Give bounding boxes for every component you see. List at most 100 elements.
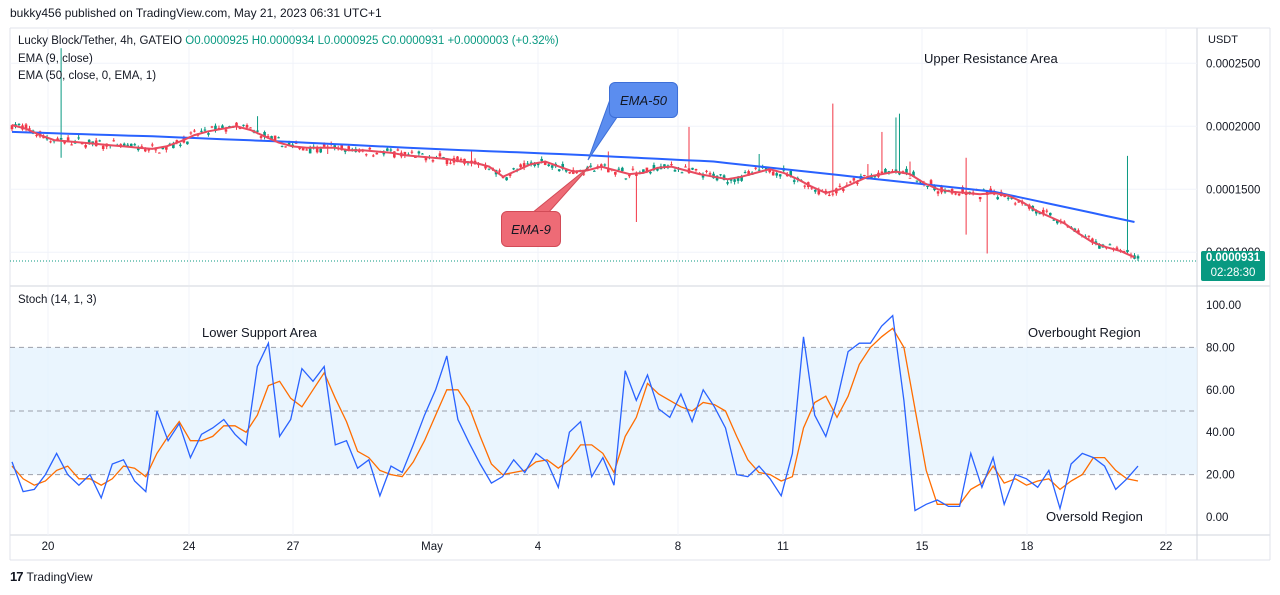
x-tick-label: 18 [1021,541,1034,553]
candle-body [747,171,750,176]
candle-body [56,138,59,140]
candle-body [961,187,964,193]
candle-body [484,165,487,169]
stoch-y-tick-label: 40.00 [1206,427,1235,439]
candle-body [912,171,915,177]
ema50-legend[interactable]: EMA (50, close, 0, EMA, 1) [18,70,157,82]
candle-body [424,157,428,161]
candle-body [129,143,133,147]
candle-body [1052,219,1056,221]
candle-body [978,196,982,200]
candle-body [487,168,491,170]
candle-body [954,193,957,195]
candle-body [273,135,277,142]
x-tick-label: 8 [675,541,681,553]
candle-body [340,145,344,151]
candle-body [70,144,73,146]
candle-body [417,151,421,154]
candle-body [512,168,515,170]
candle-body [210,126,214,128]
candle-body [414,156,417,158]
x-tick-label: 27 [287,541,300,553]
publish-info: bukky456 published on TradingView.com, M… [10,6,382,20]
candle-body [564,169,568,172]
candle-body [315,147,319,153]
candle-body [1038,213,1042,215]
candle-body [203,129,207,131]
candle-body [670,164,673,166]
candle-body [49,141,52,143]
candle-body [224,129,228,132]
ema50-callout[interactable]: EMA-50 [609,82,678,118]
x-tick-label: 22 [1160,541,1173,553]
candle-body [810,187,814,189]
x-tick-label: 20 [42,541,55,553]
candle-body [249,127,252,129]
candle-body [863,174,866,177]
candle-body [740,175,743,181]
candle-body [1010,197,1014,199]
candle-body [347,146,351,150]
candle-body [757,169,761,171]
x-tick-label: 4 [535,541,542,553]
stoch-y-tick-label: 20.00 [1206,470,1235,482]
candle-body [733,179,736,182]
stoch-d-line [11,327,1139,505]
stoch-legend[interactable]: Stoch (14, 1, 3) [18,294,97,306]
candle-body [59,137,63,140]
candle-body [673,170,677,172]
stoch-k-line [11,314,1139,512]
candle-body [28,128,31,130]
stoch-y-tick-label: 0.00 [1206,512,1228,524]
tradingview-footer[interactable]: 17 TradingView [10,569,93,584]
candle-body [880,171,884,174]
candle-body [789,171,793,177]
candle-body [624,178,628,180]
candle-body [126,144,130,146]
ema9-callout[interactable]: EMA-9 [501,211,561,247]
candle-body [1045,210,1049,212]
candle-body [172,144,175,149]
candle-body [817,190,821,195]
candle-body [101,145,105,150]
candle-body [1087,235,1091,237]
candle-body [165,147,168,150]
candle-body [838,185,842,187]
candle-body [291,144,294,146]
candle-body [372,155,375,157]
x-tick-label: 11 [777,541,789,553]
ohlc-values: O0.0000925 H0.0000934 L0.0000925 C0.0000… [185,35,559,47]
candle-body [445,159,449,165]
candle-body [680,172,684,174]
candle-body [968,191,971,193]
x-tick-label: 15 [916,541,929,553]
candle-body [536,162,540,166]
candle-body [575,172,579,174]
candle-body [957,193,961,196]
candle-body [884,168,887,174]
candle-body [87,139,91,144]
candle-body [386,148,389,151]
ema9-legend[interactable]: EMA (9, close) [18,53,93,65]
candle-body [887,171,891,173]
candle-body [550,165,554,168]
candle-body [519,164,522,168]
candle-body [277,137,280,139]
candle-body [333,145,337,148]
candle-body [926,186,929,188]
candle-body [1091,238,1094,243]
candle-body [1136,256,1140,259]
brand-name: TradingView [26,569,93,584]
candle-body [543,162,547,165]
candle-body [701,174,705,178]
candle-body [498,170,501,172]
candle-body [431,160,435,162]
candle-body [792,180,796,182]
candle-body [245,125,249,128]
candle-body [754,167,757,169]
candle-body [771,171,775,176]
candle-body [270,136,273,140]
symbol-legend: Lucky Block/Tether, 4h, GATEIO O0.000092… [18,35,559,47]
candle-body [621,167,624,172]
